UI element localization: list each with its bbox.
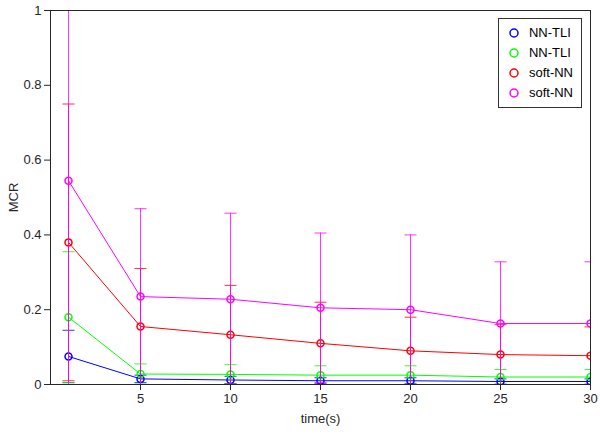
svg-text:30: 30	[583, 391, 597, 406]
svg-text:5: 5	[137, 391, 144, 406]
svg-text:time(s): time(s)	[301, 411, 341, 426]
html-text:NN-TLI: NN-TLI	[528, 25, 571, 40]
svg-text:20: 20	[403, 391, 417, 406]
svg-text:1: 1	[34, 3, 41, 18]
html-text:soft-NN: soft-NN	[528, 85, 573, 100]
svg-text:MCR: MCR	[6, 183, 21, 213]
html-text:soft-NN: soft-NN	[528, 65, 573, 80]
svg-text:25: 25	[493, 391, 507, 406]
svg-text:10: 10	[223, 391, 237, 406]
svg-text:0.4: 0.4	[23, 227, 41, 242]
svg-text:0.2: 0.2	[23, 302, 41, 317]
svg-text:15: 15	[313, 391, 327, 406]
svg-text:0.6: 0.6	[23, 152, 41, 167]
html-text:NN-TLI: NN-TLI	[528, 45, 571, 60]
svg-text:0: 0	[34, 377, 41, 392]
svg-text:0.8: 0.8	[23, 77, 41, 92]
